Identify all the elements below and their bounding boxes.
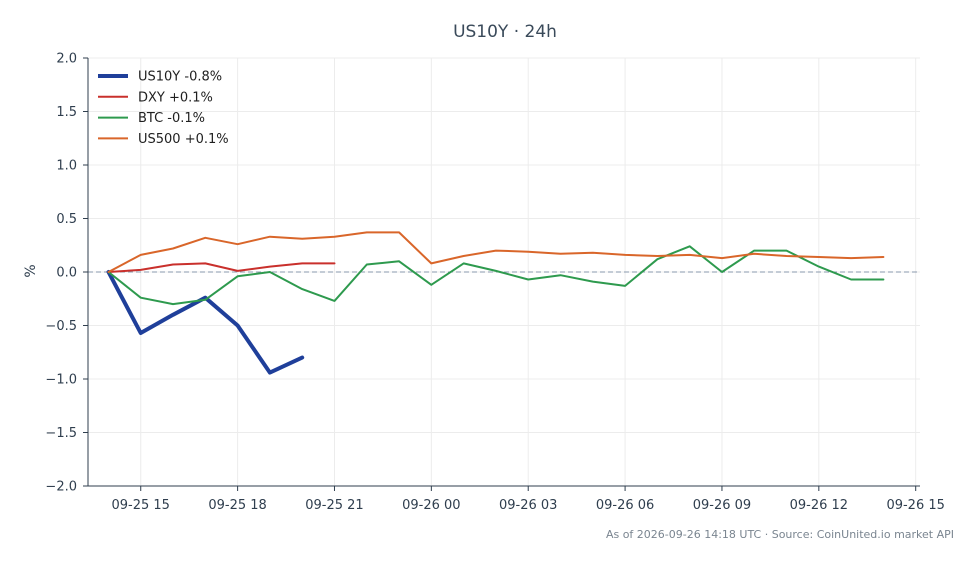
y-tick-label: −0.5	[45, 319, 77, 334]
x-tick-label: 09-26 03	[499, 498, 557, 513]
x-tick-label: 09-26 15	[886, 498, 944, 513]
x-tick-label: 09-26 06	[596, 498, 654, 513]
y-tick-label: −2.0	[45, 480, 77, 495]
legend-label: DXY +0.1%	[138, 90, 213, 105]
legend-label: US500 +0.1%	[138, 132, 229, 147]
x-tick-label: 09-25 18	[208, 498, 266, 513]
legend-label: US10Y -0.8%	[138, 70, 222, 85]
axes: 2.0 1.5 1.0 0.5 0.0 −0.5 −1.0 −1.5 −2.0 09-25 15 0…	[45, 52, 944, 514]
x-tick-label: 09-25 21	[305, 498, 363, 513]
y-tick-label: −1.5	[45, 426, 77, 441]
legend-label: BTC -0.1%	[138, 111, 205, 126]
y-tick-label: 1.0	[56, 159, 77, 174]
legend: US10Y -0.8% DXY +0.1% BTC -0.1% US500 +0.1%	[98, 70, 229, 147]
x-tick-label: 09-26 12	[790, 498, 848, 513]
series-layer	[106, 231, 885, 375]
y-tick-label: 2.0	[56, 52, 77, 67]
x-tick-label: 09-26 09	[693, 498, 751, 513]
x-tick-label: 09-25 15	[112, 498, 170, 513]
y-tick-label: 0.0	[56, 266, 77, 281]
series-line-1	[107, 262, 336, 273]
y-tick-label: 0.5	[56, 212, 77, 227]
chart-title: US10Y · 24h	[453, 22, 557, 42]
x-tick-label: 09-26 00	[402, 498, 460, 513]
y-tick-label: −1.0	[45, 373, 77, 388]
y-axis-label: %	[23, 264, 39, 277]
series-line-2	[107, 245, 885, 306]
series-line-3	[107, 231, 885, 273]
source-footnote: As of 2026-09-26 14:18 UTC · Source: Coi…	[606, 528, 954, 541]
series-line-0	[106, 270, 305, 375]
y-tick-label: 1.5	[56, 105, 77, 120]
